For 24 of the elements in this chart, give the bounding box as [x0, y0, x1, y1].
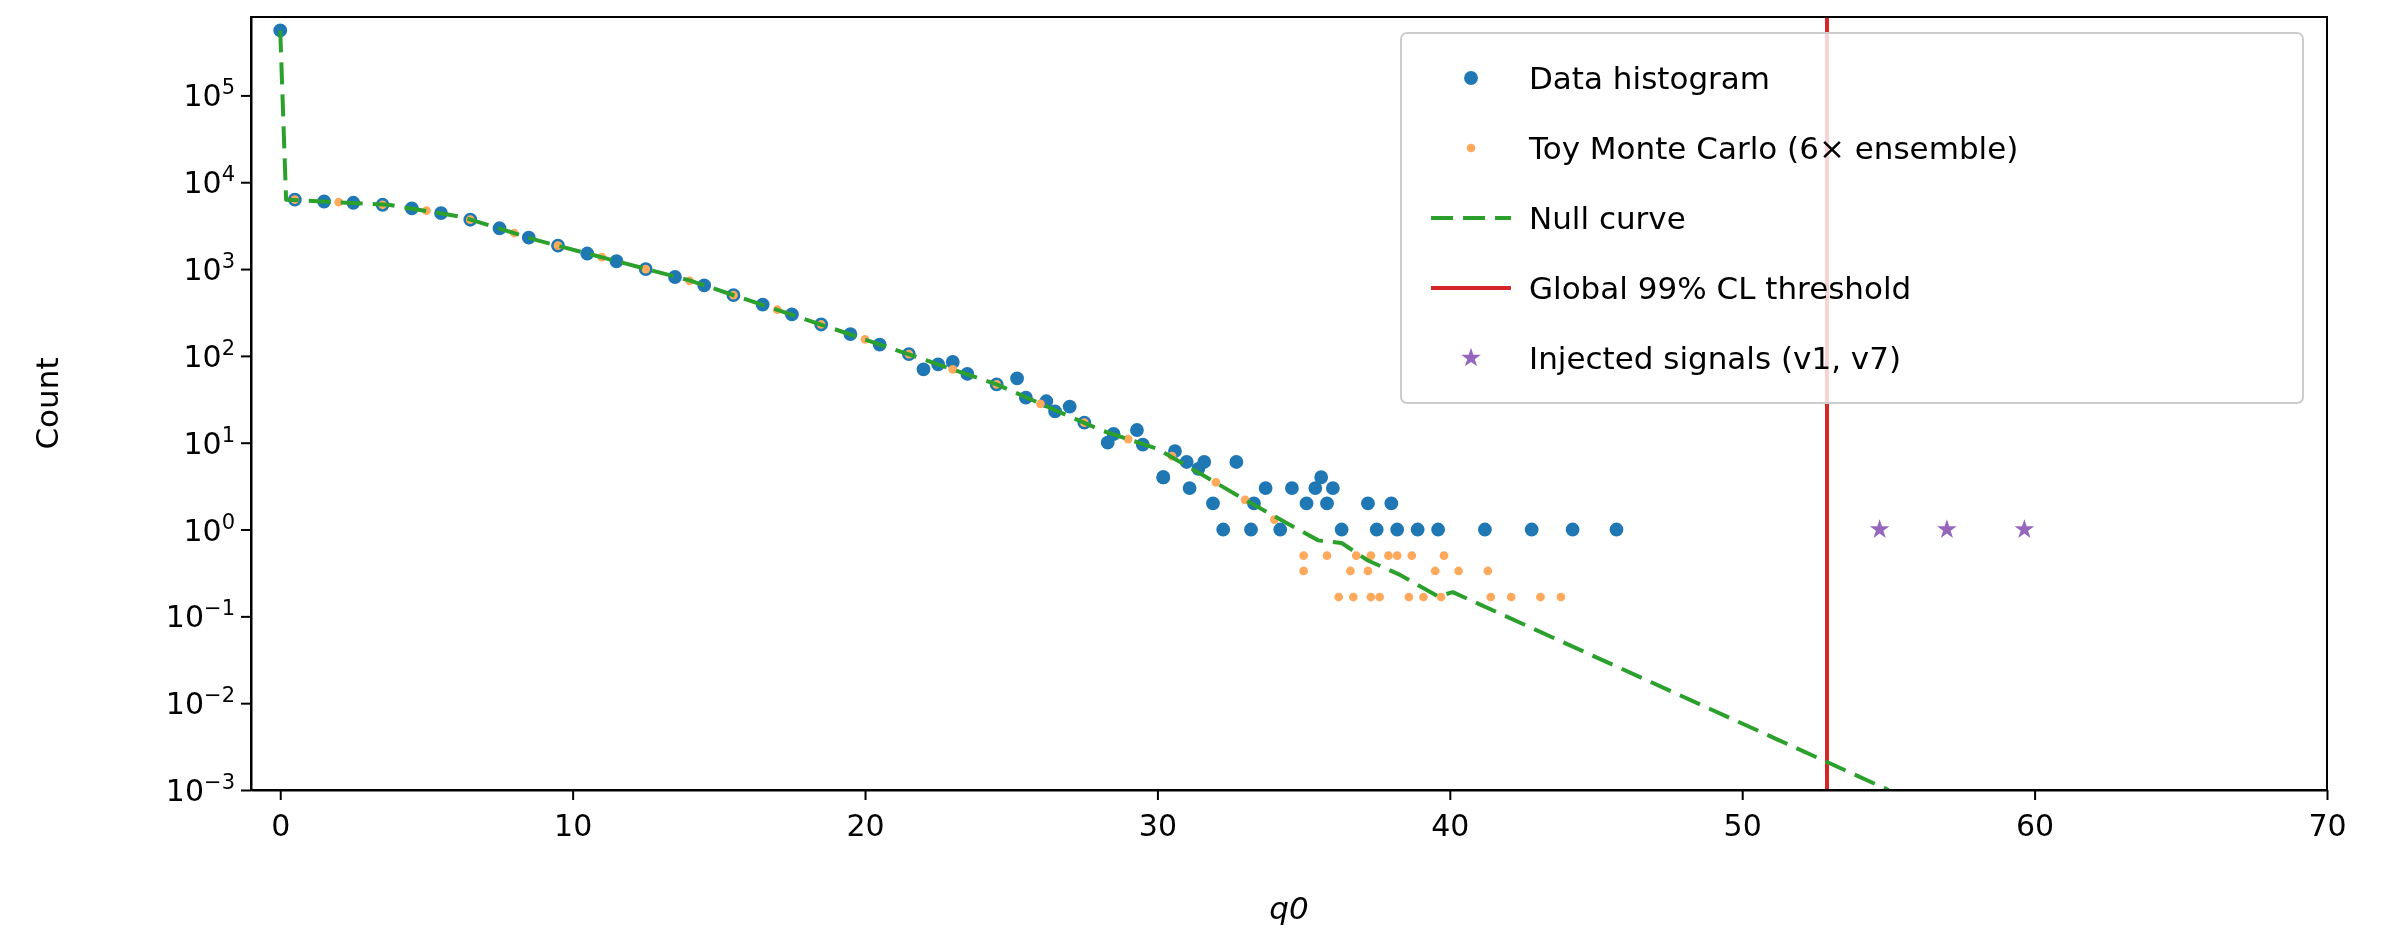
legend-label: Null curve: [1529, 199, 1686, 236]
x-tick-label: 20: [846, 808, 885, 843]
legend-label: Injected signals (v1, v7): [1529, 339, 1902, 376]
x-tick-label: 70: [2308, 808, 2347, 843]
y-tick-label: 10$^{−1}$: [165, 596, 235, 635]
y-tick-label: 10$^{−3}$: [165, 770, 235, 808]
ref-line-label: Global 99% CL threshold: [1529, 269, 1912, 306]
x-tick-label: 50: [1723, 808, 1762, 843]
x-axis-title: q0: [1269, 890, 1309, 926]
y-tick-label: 10$^{−2}$: [165, 683, 235, 722]
x-tick-label: 40: [1431, 808, 1470, 843]
x-tick-label: 30: [1138, 808, 1178, 843]
y-tick-label: 10$^{1}$: [183, 422, 235, 461]
legend-label: Toy Monte Carlo (6× ensemble): [1528, 129, 2019, 166]
x-tick-label: 10: [554, 808, 593, 843]
y-tick-label: 10$^{5}$: [183, 75, 235, 114]
y-tick-label: 10$^{3}$: [183, 249, 235, 288]
x-tick-label: 60: [2016, 808, 2055, 843]
y-tick-label: 10$^{0}$: [183, 509, 235, 548]
legend-label: Data histogram: [1529, 59, 1771, 96]
y-tick-label: 10$^{2}$: [183, 335, 235, 374]
y-tick-label: 10$^{4}$: [183, 162, 235, 201]
x-tick-label: 0: [271, 808, 291, 843]
y-axis-title: Count: [29, 357, 65, 450]
